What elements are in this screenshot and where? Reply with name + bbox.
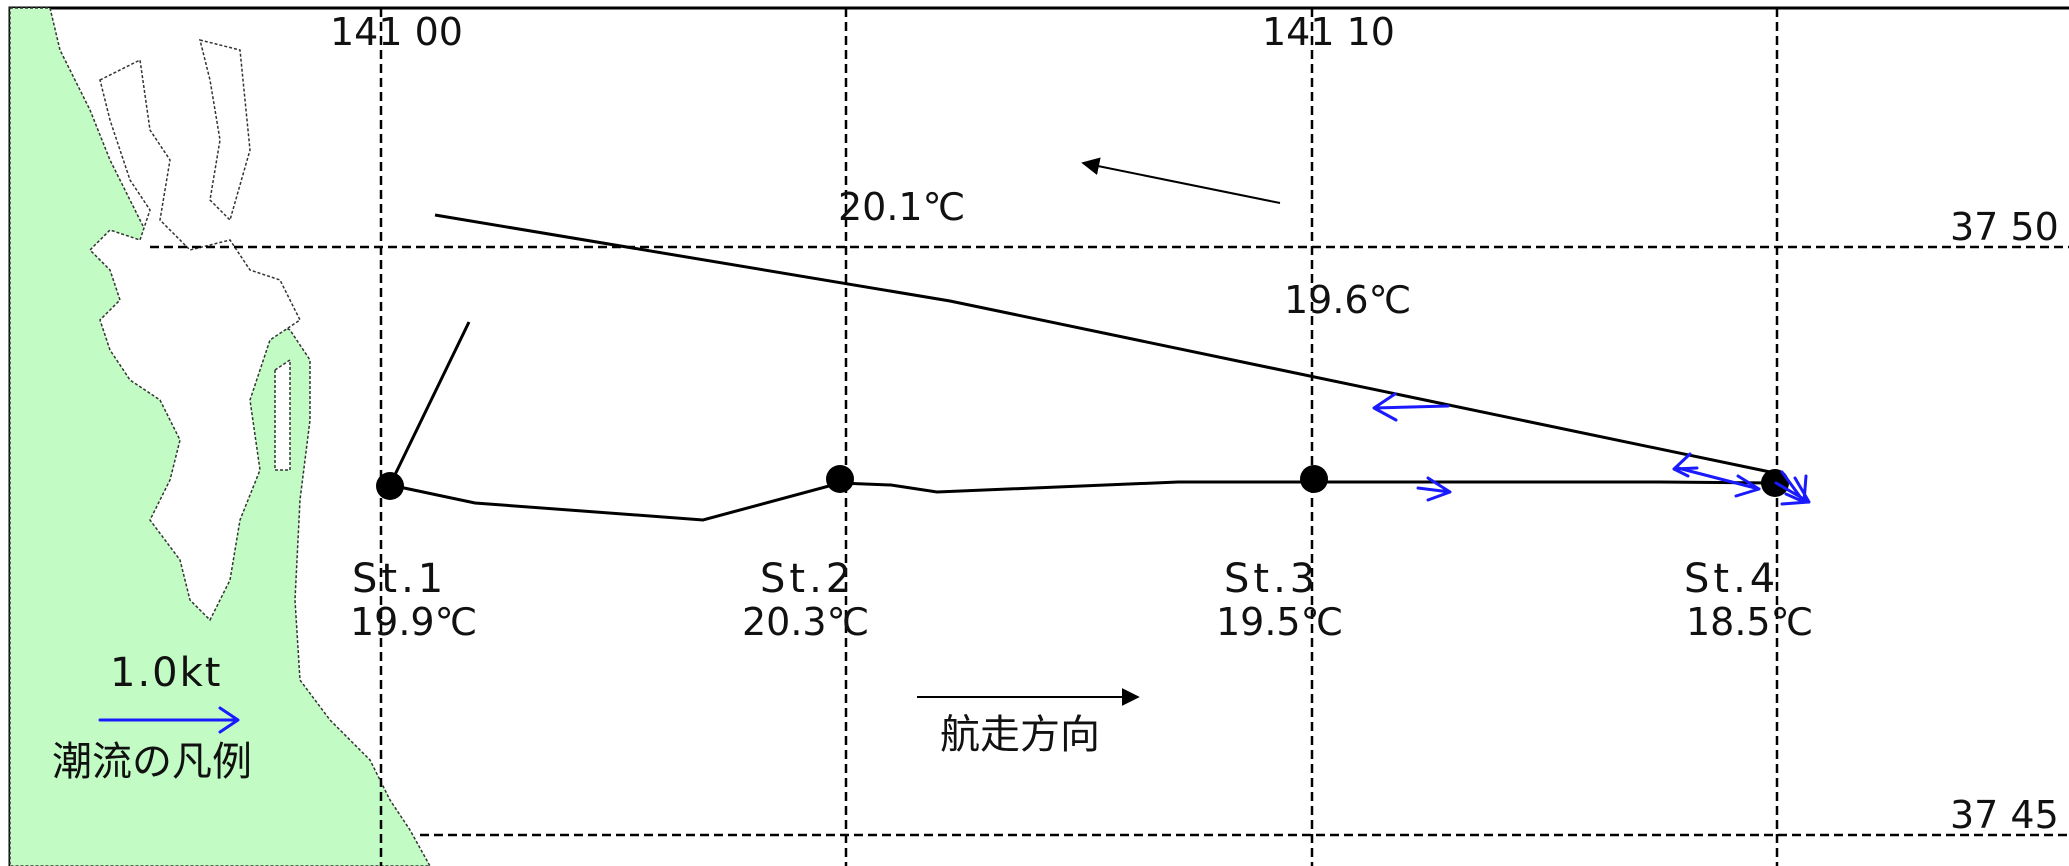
tidal-current-arrows — [1372, 392, 1811, 506]
station-marker-st3 — [1300, 465, 1328, 493]
latitude-label: 37 50 — [1950, 205, 2059, 249]
station-label-st3: St.3 — [1224, 556, 1319, 602]
current-arrow — [1780, 470, 1808, 504]
station-marker-st1 — [376, 472, 404, 500]
current-legend: 1.0kt 潮流の凡例 — [52, 650, 252, 785]
current-arrow — [1672, 452, 1699, 478]
map-frame — [8, 6, 2069, 866]
station-temp-st4: 18.5℃ — [1686, 600, 1813, 644]
legend-scale-label: 1.0kt — [110, 650, 222, 696]
longitude-label: 141 00 — [330, 10, 463, 54]
travel-direction-label: 航走方向 — [940, 712, 1100, 758]
latitude-label: 37 45 — [1950, 793, 2059, 837]
station-marker-st2 — [826, 465, 854, 493]
ship-track — [387, 213, 1776, 522]
station-temp-st2: 20.3℃ — [742, 600, 869, 644]
return-track — [434, 213, 1776, 475]
current-arrow — [1372, 392, 1450, 422]
legend-caption: 潮流の凡例 — [52, 739, 252, 785]
return-temp-label: 19.6℃ — [1284, 278, 1411, 322]
station-temp-st1: 19.9℃ — [350, 600, 477, 644]
longitude-label: 141 10 — [1262, 10, 1395, 54]
outbound-track — [387, 321, 1776, 522]
station-temp-st3: 19.5℃ — [1216, 600, 1343, 644]
return-direction-arrow — [1081, 157, 1281, 204]
graticule — [150, 8, 2069, 866]
legend-current-arrow — [98, 706, 240, 734]
current-arrow — [1416, 476, 1452, 502]
station-label-st4: St.4 — [1684, 556, 1779, 602]
station-label-st2: St.2 — [760, 556, 855, 602]
return-temp-label: 20.1℃ — [838, 185, 965, 229]
coastline-land — [9, 7, 431, 866]
station-label-st1: St.1 — [352, 556, 447, 602]
current-arrow — [1676, 466, 1761, 498]
